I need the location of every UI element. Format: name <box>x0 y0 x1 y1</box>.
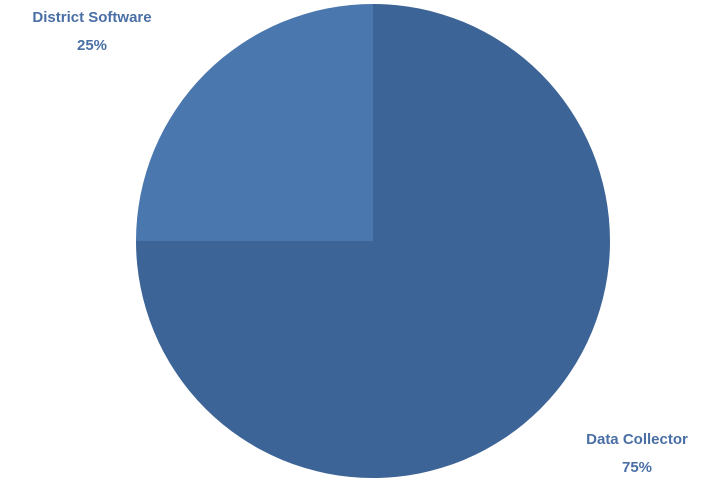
pie-slice <box>136 4 373 241</box>
slice-value-label: 75% <box>622 459 652 476</box>
slice-label: District Software <box>32 9 151 26</box>
slice-value-label: 25% <box>77 37 107 54</box>
slice-label: Data Collector <box>586 431 688 448</box>
